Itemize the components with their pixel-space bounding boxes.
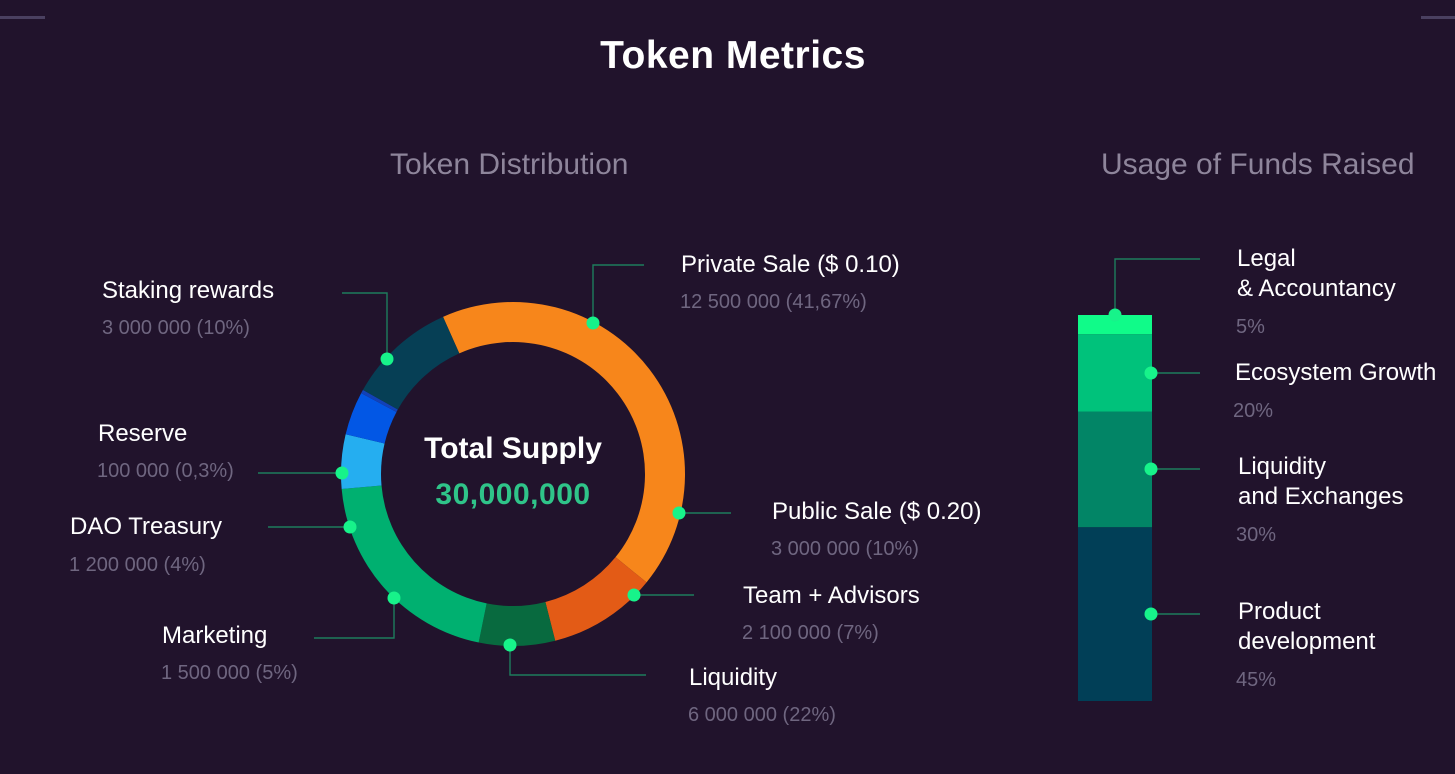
team-advisors-label: Team + Advisors — [743, 582, 920, 609]
reserve-slice — [361, 389, 398, 412]
liquidity-slice — [341, 485, 487, 643]
private-sale-value: 12 500 000 (41,67%) — [680, 291, 867, 313]
legal-accountancy-percent: 5% — [1236, 316, 1265, 338]
legal-accountancy-segment — [1078, 315, 1152, 335]
liquidity-exchanges-marker — [1144, 462, 1158, 476]
page-title: Token Metrics — [600, 34, 866, 77]
product-development-label-line2: development — [1238, 628, 1376, 655]
marketing-value: 1 500 000 (5%) — [161, 662, 298, 684]
marketing-label: Marketing — [162, 622, 268, 649]
team-advisors-marker — [627, 588, 641, 602]
corner-line-left — [0, 16, 45, 19]
staking-rewards-slice — [362, 316, 460, 410]
staking-rewards-leader-line — [342, 292, 388, 359]
product-development-marker — [1144, 607, 1158, 621]
legal-accountancy-leader-line — [1114, 258, 1200, 315]
dao-treasury-label: DAO Treasury — [70, 513, 223, 540]
total-supply-label: Total Supply — [424, 432, 602, 465]
liquidity-leader-line — [509, 645, 646, 676]
liquidity-exchanges-percent: 30% — [1236, 524, 1277, 546]
liquidity-value: 6 000 000 (22%) — [688, 704, 836, 726]
legal-accountancy-label-line1: Legal — [1237, 245, 1296, 272]
private-sale-marker — [586, 316, 600, 330]
reserve-marker — [335, 466, 349, 480]
marketing-slice — [341, 434, 385, 490]
legal-accountancy-marker — [1108, 308, 1122, 322]
liquidity-marker — [503, 638, 517, 652]
liquidity-exchanges-segment — [1078, 411, 1152, 528]
liquidity-exchanges-label-line2: and Exchanges — [1238, 483, 1404, 510]
public-sale-value: 3 000 000 (10%) — [771, 538, 919, 560]
dao-treasury-slice — [345, 393, 397, 444]
ecosystem-growth-percent: 20% — [1233, 400, 1274, 422]
staking-rewards-label: Staking rewards — [102, 277, 275, 304]
product-development-percent: 45% — [1236, 669, 1277, 691]
team-advisors-slice — [478, 601, 556, 646]
total-supply-value: 30,000,000 — [435, 478, 591, 511]
private-sale-slice — [443, 301, 685, 583]
corner-line-right — [1421, 16, 1455, 19]
product-development-segment — [1078, 527, 1152, 701]
ecosystem-growth-marker — [1144, 366, 1158, 380]
dao-treasury-marker — [343, 520, 357, 534]
legal-accountancy-label-line2: & Accountancy — [1237, 275, 1396, 302]
ecosystem-growth-segment — [1078, 334, 1152, 412]
marketing-leader-line — [314, 598, 395, 639]
liquidity-exchanges-label-line1: Liquidity — [1238, 453, 1327, 480]
private-sale-leader-line — [592, 264, 644, 323]
public-sale-slice — [545, 557, 647, 641]
team-advisors-value: 2 100 000 (7%) — [742, 622, 879, 644]
public-sale-marker — [672, 506, 686, 520]
public-sale-label: Public Sale ($ 0.20) — [772, 498, 982, 525]
liquidity-label: Liquidity — [689, 664, 778, 691]
usage-of-funds-title: Usage of Funds Raised — [1101, 148, 1415, 181]
marketing-marker — [387, 591, 401, 605]
reserve-label: Reserve — [98, 420, 188, 447]
token-distribution-title: Token Distribution — [390, 148, 629, 181]
product-development-label-line1: Product — [1238, 598, 1321, 625]
staking-rewards-marker — [380, 352, 394, 366]
private-sale-label: Private Sale ($ 0.10) — [681, 251, 900, 278]
dao-treasury-value: 1 200 000 (4%) — [69, 554, 206, 576]
staking-rewards-value: 3 000 000 (10%) — [102, 317, 250, 339]
reserve-value: 100 000 (0,3%) — [97, 460, 234, 482]
ecosystem-growth-label: Ecosystem Growth — [1235, 359, 1437, 386]
